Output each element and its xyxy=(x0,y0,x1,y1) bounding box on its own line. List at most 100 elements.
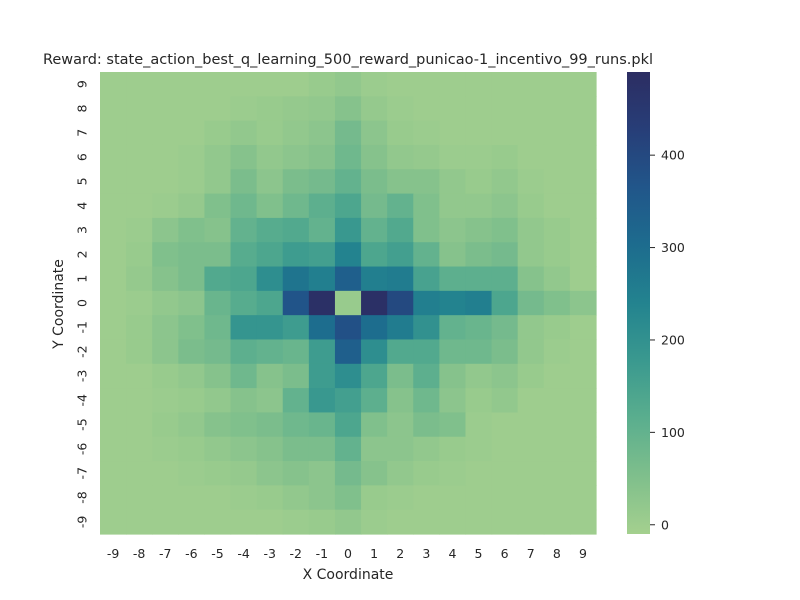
heatmap-cell xyxy=(100,217,127,243)
colorbar-ticks: 0 100 200 300 400 xyxy=(650,148,685,532)
heatmap-cell xyxy=(282,144,310,170)
heatmap-cell xyxy=(413,217,440,243)
y-tick-label: -2 xyxy=(75,345,90,357)
heatmap-cell xyxy=(569,96,597,122)
heatmap-cell xyxy=(543,144,571,170)
heatmap-cell xyxy=(439,363,467,389)
heatmap-cell xyxy=(256,266,284,292)
heatmap-cell xyxy=(152,485,179,511)
heatmap-cell xyxy=(491,96,519,122)
heatmap-cell xyxy=(334,363,362,389)
heatmap-cell xyxy=(543,412,571,438)
heatmap-cell xyxy=(517,144,545,170)
heatmap-cell xyxy=(413,485,440,511)
heatmap-cell xyxy=(413,461,440,486)
heatmap-cell xyxy=(126,388,153,414)
heatmap-cell xyxy=(100,266,127,292)
heatmap-cell xyxy=(126,96,153,122)
heatmap-cell xyxy=(204,169,232,195)
heatmap-cell xyxy=(178,193,206,219)
heatmap-cell xyxy=(569,461,597,486)
heatmap-cell xyxy=(100,193,127,219)
heatmap-cell xyxy=(126,509,153,535)
heatmap-cell xyxy=(517,339,545,365)
heatmap-cell xyxy=(178,72,206,97)
heatmap-cell xyxy=(152,96,179,122)
heatmap-cell xyxy=(230,242,258,268)
heatmap-cell xyxy=(413,242,440,268)
heatmap-cell xyxy=(491,436,519,462)
heatmap-cell xyxy=(439,388,467,414)
heatmap-cell xyxy=(204,144,232,170)
y-tick-label: 0 xyxy=(75,299,90,307)
x-tick-label: -1 xyxy=(316,546,328,561)
heatmap-cell xyxy=(308,290,336,316)
heatmap-cell xyxy=(152,242,179,268)
heatmap-cell xyxy=(282,412,310,438)
heatmap-cell xyxy=(387,485,414,511)
heatmap-cell xyxy=(439,96,467,122)
heatmap-cell xyxy=(439,242,467,268)
heatmap-cell xyxy=(126,461,153,486)
heatmap-cell xyxy=(491,72,519,97)
heatmap-cell xyxy=(126,144,153,170)
heatmap-cell xyxy=(256,96,284,122)
heatmap-cell xyxy=(413,412,440,438)
heatmap-cell xyxy=(256,290,284,316)
heatmap-cell xyxy=(178,339,206,365)
heatmap-cell xyxy=(361,266,388,292)
heatmap-cell xyxy=(178,363,206,389)
heatmap-cell xyxy=(230,193,258,219)
heatmap-cell xyxy=(465,339,493,365)
heatmap-cell xyxy=(361,144,388,170)
heatmap-cell xyxy=(308,72,336,97)
heatmap-cell xyxy=(282,363,310,389)
heatmap-cell xyxy=(491,242,519,268)
heatmap-cell xyxy=(152,339,179,365)
heatmap-cell xyxy=(256,436,284,462)
heatmap-cell xyxy=(126,412,153,438)
heatmap-cell xyxy=(256,169,284,195)
heatmap-cell xyxy=(308,266,336,292)
heatmap-cell xyxy=(282,388,310,414)
heatmap-cell xyxy=(334,461,362,486)
heatmap-cell xyxy=(543,436,571,462)
heatmap-cell xyxy=(152,509,179,535)
heatmap-cell xyxy=(517,388,545,414)
heatmap-cell xyxy=(282,120,310,146)
heatmap-cell xyxy=(413,96,440,122)
heatmap-cell xyxy=(126,242,153,268)
heatmap-cell xyxy=(178,436,206,462)
heatmap-cell xyxy=(361,461,388,486)
heatmap-cell xyxy=(465,193,493,219)
heatmap-cell xyxy=(517,436,545,462)
heatmap-cell xyxy=(387,436,414,462)
heatmap-cell xyxy=(387,339,414,365)
heatmap-cell xyxy=(334,388,362,414)
y-tick-label: 8 xyxy=(75,104,90,112)
heatmap-cell xyxy=(204,217,232,243)
y-axis-ticks: 9 8 7 6 5 4 3 2 1 0 -1 -2 -3 -4 -5 -6 -7 -8 -9 xyxy=(75,80,90,528)
heatmap-cell xyxy=(152,266,179,292)
heatmap-cell xyxy=(334,412,362,438)
y-tick-label: 5 xyxy=(75,177,90,185)
heatmap-cell xyxy=(100,412,127,438)
heatmap-cell xyxy=(361,96,388,122)
x-tick-label: -6 xyxy=(185,546,198,561)
heatmap-cell xyxy=(491,193,519,219)
heatmap-cell xyxy=(361,339,388,365)
heatmap-cell xyxy=(230,120,258,146)
chart-title: Reward: state_action_best_q_learning_500… xyxy=(43,52,653,68)
x-axis-title: X Coordinate xyxy=(303,567,394,583)
heatmap-cell xyxy=(204,485,232,511)
colorbar-tick-label: 0 xyxy=(661,517,669,532)
heatmap-cell xyxy=(204,339,232,365)
heatmap-cell xyxy=(178,461,206,486)
heatmap-cell xyxy=(439,436,467,462)
heatmap-cell xyxy=(465,315,493,341)
heatmap-cell xyxy=(152,412,179,438)
heatmap-cell xyxy=(308,193,336,219)
heatmap-cell xyxy=(387,72,414,97)
heatmap-cell xyxy=(517,290,545,316)
heatmap-cell xyxy=(465,217,493,243)
